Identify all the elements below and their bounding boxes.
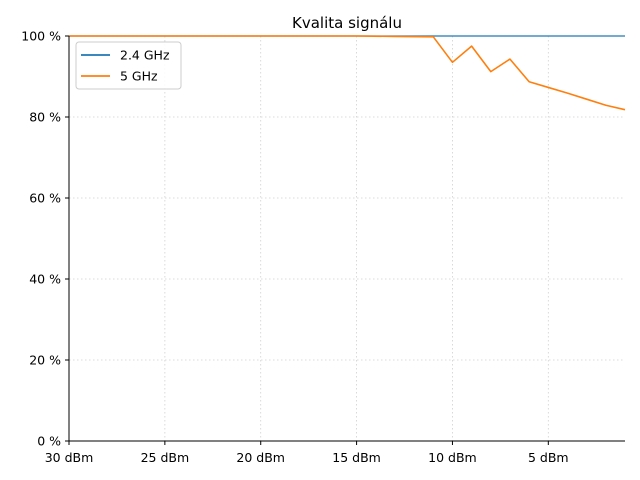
x-tick-label: 15 dBm — [332, 450, 381, 465]
legend: 2.4 GHz 5 GHz — [75, 41, 182, 90]
axes — [68, 36, 625, 442]
x-tick-label: 25 dBm — [141, 450, 190, 465]
x-tick-label: 10 dBm — [428, 450, 477, 465]
x-tick-label: 30 dBm — [45, 450, 94, 465]
y-tick-label: 60 % — [29, 191, 61, 206]
legend-label: 2.4 GHz — [120, 48, 170, 63]
series-layer — [69, 35, 626, 111]
legend-box — [75, 41, 182, 90]
x-tick-label: 5 dBm — [528, 450, 569, 465]
y-tick-label: 0 % — [37, 434, 61, 449]
grid — [68, 35, 625, 442]
y-tick-label: 40 % — [29, 272, 61, 287]
y-tick-label: 20 % — [29, 353, 61, 368]
chart-title: Kvalita signálu — [292, 14, 402, 32]
legend-label: 5 GHz — [120, 69, 158, 84]
x-tick-label: 20 dBm — [236, 450, 285, 465]
series-line-2 — [69, 35, 626, 111]
y-tick-label: 100 % — [21, 29, 61, 44]
y-tick-label: 80 % — [29, 110, 61, 125]
ticks: 30 dBm 25 dBm 20 dBm 15 dBm 10 dBm 5 dBm 0 % 20… — [21, 29, 568, 466]
